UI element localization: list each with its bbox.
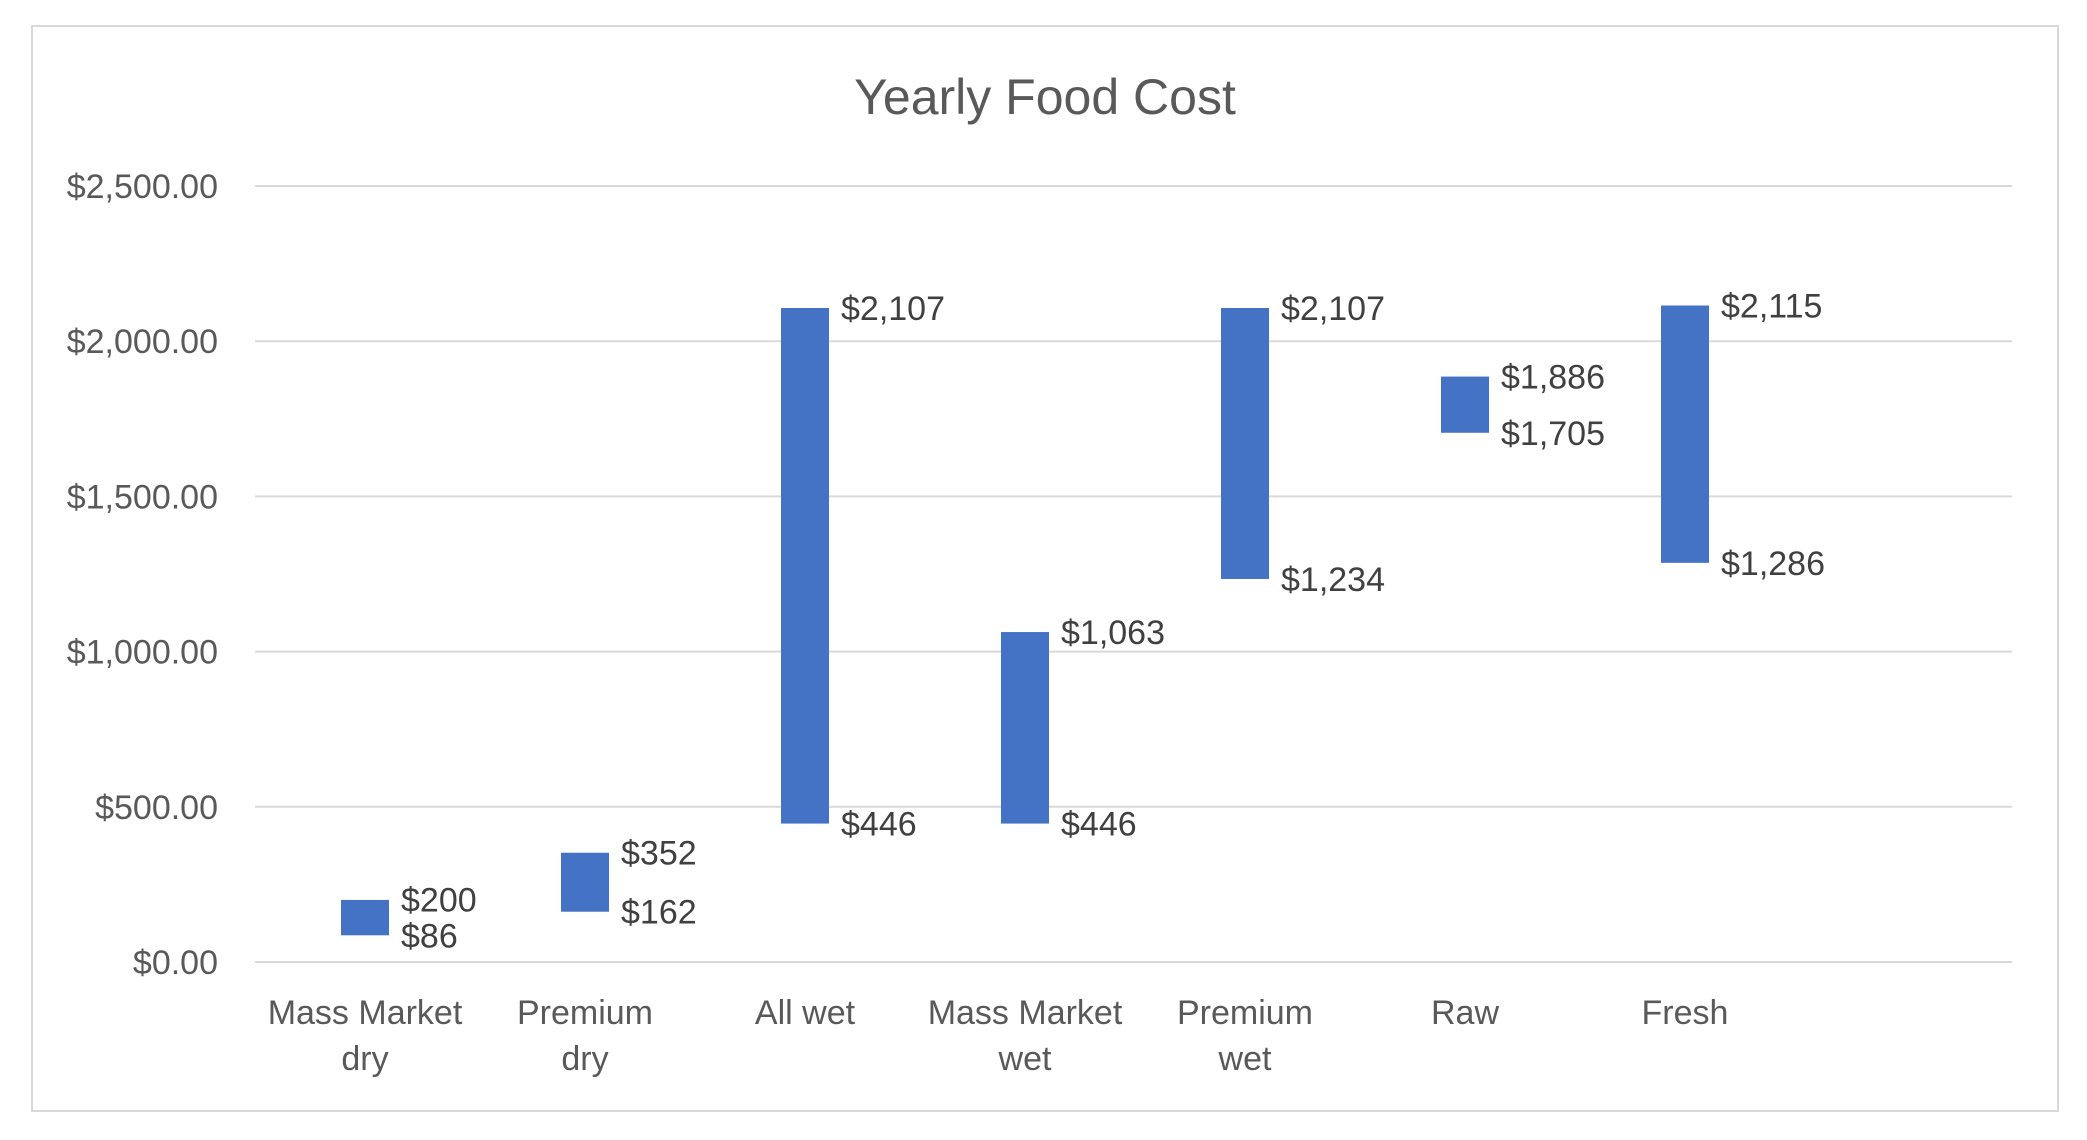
chart-title: Yearly Food Cost <box>854 69 1236 125</box>
x-tick-label: Fresh <box>1642 994 1729 1032</box>
data-label-high: $1,886 <box>1501 359 1605 397</box>
data-label-low: $162 <box>621 894 697 932</box>
x-tick-label: Raw <box>1431 994 1499 1032</box>
y-tick-label: $2,500.00 <box>67 168 218 206</box>
bar <box>1001 632 1049 824</box>
y-tick-label: $1,000.00 <box>67 634 218 672</box>
data-label-high: $200 <box>401 882 477 920</box>
bar <box>1661 305 1709 563</box>
data-label-high: $352 <box>621 835 697 873</box>
data-label-high: $2,107 <box>1281 290 1385 328</box>
bar <box>1441 376 1489 433</box>
data-labels: $200$86 $352 $162 $2,107 $446 $1,063 $446 $2,10… <box>401 288 1825 956</box>
data-label-high: $2,107 <box>841 290 945 328</box>
bars <box>341 305 1709 936</box>
bar <box>781 307 829 824</box>
x-tick-label: All wet <box>755 994 856 1032</box>
data-label-low: $1,286 <box>1721 545 1825 583</box>
gridlines <box>255 185 2012 963</box>
x-tick-label: Premium wet <box>1177 994 1313 1078</box>
y-axis-tick-labels: $0.00 $500.00 $1,000.00 $1,500.00 $2,000.00 $… <box>67 168 218 982</box>
data-label-high: $2,115 <box>1721 288 1822 326</box>
data-label-low: $446 <box>841 806 917 844</box>
bar <box>341 899 389 936</box>
x-tick-label: Premium dry <box>517 994 653 1078</box>
bar <box>561 852 609 912</box>
y-tick-label: $1,500.00 <box>67 478 218 516</box>
y-tick-label: $0.00 <box>133 944 218 982</box>
bar <box>1221 307 1269 579</box>
data-label-low: $86 <box>401 918 458 956</box>
y-tick-label: $2,000.00 <box>67 323 218 361</box>
data-label-low: $446 <box>1061 806 1137 844</box>
x-tick-label: Mass Market wet <box>928 994 1123 1078</box>
data-label-low: $1,234 <box>1281 561 1385 599</box>
y-tick-label: $500.00 <box>95 789 218 827</box>
x-axis-tick-labels: Mass Market dry Premium dry All wet Mass Mark… <box>268 994 1729 1078</box>
data-label-low: $1,705 <box>1501 415 1605 453</box>
data-label-high: $1,063 <box>1061 614 1165 652</box>
x-tick-label: Mass Market dry <box>268 994 463 1078</box>
